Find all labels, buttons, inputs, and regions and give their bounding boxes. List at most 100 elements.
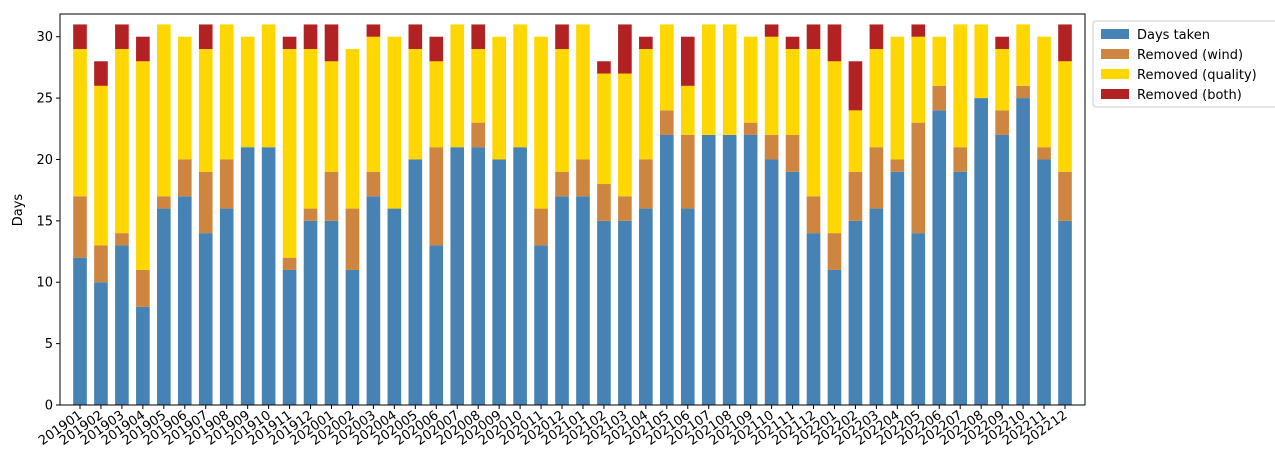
bar-segment [282,269,297,405]
bar-segment [408,159,423,405]
bar-segment [492,159,506,405]
bar-segment [743,134,758,405]
bar-segment [701,24,716,135]
bar-segment [219,159,234,209]
bar-segment [722,24,737,135]
bar-segment [848,61,863,111]
bar-segment [953,147,968,172]
bar-segment [366,24,381,37]
bar-segment [1037,36,1051,148]
bar-segment [974,98,988,405]
bar-segment [219,208,234,405]
bar-segment [806,24,821,49]
bar-segment [953,24,968,148]
bar-segment [785,48,800,135]
bar-segment [764,36,779,135]
y-tick-label: 10 [36,276,53,291]
bar-segment [177,159,192,197]
bar-segment [429,36,444,62]
bar-segment [282,257,297,270]
bar-segment [115,245,129,405]
bar-segment [157,196,171,209]
bar-segment [806,196,821,234]
bar-segment [827,61,842,234]
y-axis-label: Days [11,194,26,227]
bar-segment [387,208,402,405]
bar-segment [513,24,527,148]
bar-segment [639,159,653,209]
bar-segment [177,196,192,405]
bar-segment [324,171,339,221]
bar-segment [198,233,213,405]
bar-segment [471,48,486,123]
y-tick-label: 30 [36,30,53,45]
bar-segment [303,208,318,221]
legend-swatch [1101,69,1129,79]
bar-segment [764,159,779,405]
bar-segment [471,24,486,49]
bar-segment [827,24,842,62]
bar-segment [995,48,1009,111]
bar-segment [1016,24,1030,86]
bar-segment [932,36,947,86]
y-tick-label: 15 [36,214,53,229]
bar-segment [429,61,444,148]
bar-segment [1037,159,1051,405]
bar-segment [869,48,884,148]
bar-segment [890,171,905,405]
bar-segment [659,24,674,111]
bar-segment [94,245,108,283]
bar-segment [848,110,863,172]
bar-segment [324,24,339,62]
bar-segment [136,36,150,62]
bar-segment [408,48,423,160]
bar-segment [974,24,988,99]
bar-segment [555,171,569,197]
bar-segment [198,24,213,49]
bar-segment [73,196,87,258]
bar-segment [157,208,171,405]
bar-segment [157,24,171,197]
bar-segment [659,110,674,135]
bar-segment [261,147,276,405]
bar-segment [177,36,192,160]
bar-segment [701,134,716,405]
bar-segment [995,36,1009,49]
bar-segment [848,171,863,221]
bar-segment [1058,24,1072,62]
bar-segment [429,245,444,405]
bar-segment [450,24,465,148]
bar-segment [639,48,653,160]
legend-label: Removed (quality) [1137,68,1257,83]
bar-segment [932,110,947,405]
bar-segment [303,24,318,49]
bar-segment [680,85,695,135]
bar-segment [429,147,444,246]
bar-segment [471,122,486,148]
bar-segment [911,233,926,405]
bar-segment [115,24,129,49]
y-tick-label: 25 [36,92,53,107]
bar-segment [764,24,779,37]
bar-segment [576,24,590,160]
bar-segment [513,147,527,405]
bar-segment [618,220,632,405]
bar-segment [345,208,360,270]
bar-segment [743,36,758,123]
bar-segment [576,196,590,405]
bar-segment [597,220,611,405]
bar-segment [198,48,213,172]
bar-segment [136,61,150,270]
legend-swatch [1101,89,1129,99]
bar-segment [785,134,800,172]
bar-segment [806,233,821,405]
bar-segment [534,245,548,405]
bar-segment [764,134,779,160]
bar-segment [722,134,737,405]
bar-segment [639,36,653,49]
bar-segment [303,220,318,405]
bar-segment [282,48,297,258]
bar-segment [806,48,821,197]
bar-segment [492,36,506,160]
